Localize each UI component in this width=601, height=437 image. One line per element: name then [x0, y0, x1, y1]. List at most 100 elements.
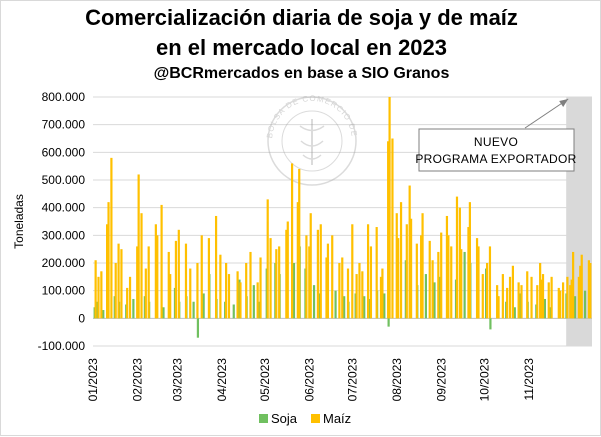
- bar-maiz: [338, 263, 341, 319]
- bar-maiz: [160, 204, 163, 319]
- bar-maiz: [97, 276, 100, 319]
- bar-maiz: [351, 224, 354, 319]
- bar-maiz: [309, 213, 312, 319]
- bar-soja: [424, 274, 428, 319]
- bar-maiz: [110, 157, 113, 319]
- bar-soja: [162, 307, 165, 319]
- bar-maiz: [114, 263, 117, 319]
- bar-maiz: [408, 185, 411, 319]
- bar-maiz: [405, 224, 408, 319]
- y-tick-label: 200.000: [42, 256, 86, 270]
- chart-title-line1: Comercialización diaria de soja y de maí…: [85, 5, 518, 30]
- bar-soja: [363, 296, 366, 319]
- annotation-arrowhead: [559, 99, 569, 107]
- bar-maiz: [305, 235, 308, 319]
- bar-soja: [102, 310, 105, 319]
- bar-maiz: [100, 271, 103, 319]
- bar-maiz: [296, 202, 299, 319]
- bar-maiz: [154, 224, 157, 319]
- bar-maiz: [120, 249, 123, 319]
- bar-maiz: [566, 276, 569, 319]
- bar-soja: [202, 293, 205, 319]
- bar-maiz: [440, 232, 443, 319]
- bar-maiz: [497, 296, 500, 319]
- bar-maiz: [539, 263, 542, 319]
- bar-soja: [433, 282, 436, 319]
- bar-maiz: [137, 174, 140, 319]
- bar-maiz: [278, 246, 281, 319]
- bar-maiz: [239, 282, 242, 319]
- bar-soja: [489, 318, 492, 330]
- bar-maiz: [428, 240, 431, 319]
- x-tick-label: 01/2023: [86, 358, 100, 402]
- x-tick-label: 04/2023: [215, 358, 229, 402]
- bar-maiz: [557, 287, 560, 319]
- x-tick-label: 03/2023: [171, 358, 185, 402]
- bar-maiz: [421, 213, 424, 319]
- bar-maiz: [517, 282, 520, 319]
- x-tick-label: 11/2023: [522, 358, 536, 401]
- bar-maiz: [355, 274, 358, 319]
- bar-maiz: [447, 235, 450, 319]
- bar-maiz: [570, 279, 573, 319]
- y-tick-label: 400.000: [42, 201, 86, 215]
- bar-maiz: [541, 274, 545, 319]
- bar-maiz: [458, 207, 461, 319]
- legend-label-maiz: Maíz: [323, 411, 351, 426]
- bar-soja: [343, 296, 346, 319]
- y-tick-label: 500.000: [42, 173, 86, 187]
- bar-maiz: [409, 218, 413, 319]
- bar-maiz: [468, 202, 471, 319]
- bar-maiz: [341, 257, 344, 319]
- bar-soja: [312, 285, 316, 319]
- bar-maiz: [147, 246, 150, 319]
- bar-maiz: [496, 285, 499, 319]
- bar-soja: [334, 290, 337, 319]
- bar-maiz: [550, 276, 553, 319]
- y-tick-label: 100.000: [42, 284, 86, 298]
- bar-maiz: [214, 215, 218, 319]
- bar-maiz: [245, 263, 248, 319]
- bar-soja: [132, 298, 135, 319]
- bar-maiz: [249, 251, 252, 319]
- bar-maiz: [94, 260, 97, 319]
- x-tick-label: 07/2023: [346, 358, 360, 402]
- bar-maiz: [437, 251, 440, 319]
- bar-maiz: [256, 282, 259, 319]
- bar-maiz: [511, 265, 515, 319]
- bar-maiz: [106, 224, 109, 319]
- bar-maiz: [415, 243, 418, 319]
- annotation-line1: NUEVO: [474, 135, 518, 149]
- bar-maiz: [467, 227, 470, 319]
- bar-maiz: [369, 246, 373, 319]
- bar-maiz: [207, 238, 211, 319]
- bar-maiz: [319, 224, 322, 319]
- bar-maiz: [140, 213, 143, 319]
- bar-maiz: [298, 168, 301, 319]
- bar-soja: [573, 296, 577, 319]
- bar-maiz: [395, 213, 398, 319]
- bar-maiz: [577, 276, 580, 319]
- bar-maiz: [275, 249, 278, 319]
- bar-soja: [192, 301, 195, 319]
- bar-maiz: [177, 229, 180, 319]
- bar-maiz: [269, 238, 272, 319]
- y-tick-label: 0: [78, 311, 85, 325]
- bar-maiz: [128, 276, 132, 319]
- bar-maiz: [286, 221, 289, 319]
- bar-maiz: [391, 138, 394, 319]
- bar-maiz: [572, 251, 575, 319]
- bar-maiz: [225, 263, 228, 319]
- x-tick-label: 02/2023: [130, 358, 144, 402]
- legend-swatch-soja: [259, 414, 268, 423]
- bar-maiz: [126, 287, 129, 319]
- bar-maiz: [445, 215, 449, 319]
- bar-maiz: [547, 282, 550, 319]
- bar-soja: [513, 307, 516, 319]
- bar-maiz: [169, 274, 172, 319]
- bar-maiz: [387, 141, 390, 319]
- bar-maiz: [379, 276, 383, 319]
- bar-maiz: [381, 268, 384, 319]
- bar-maiz: [488, 246, 492, 319]
- bar-maiz: [530, 276, 533, 319]
